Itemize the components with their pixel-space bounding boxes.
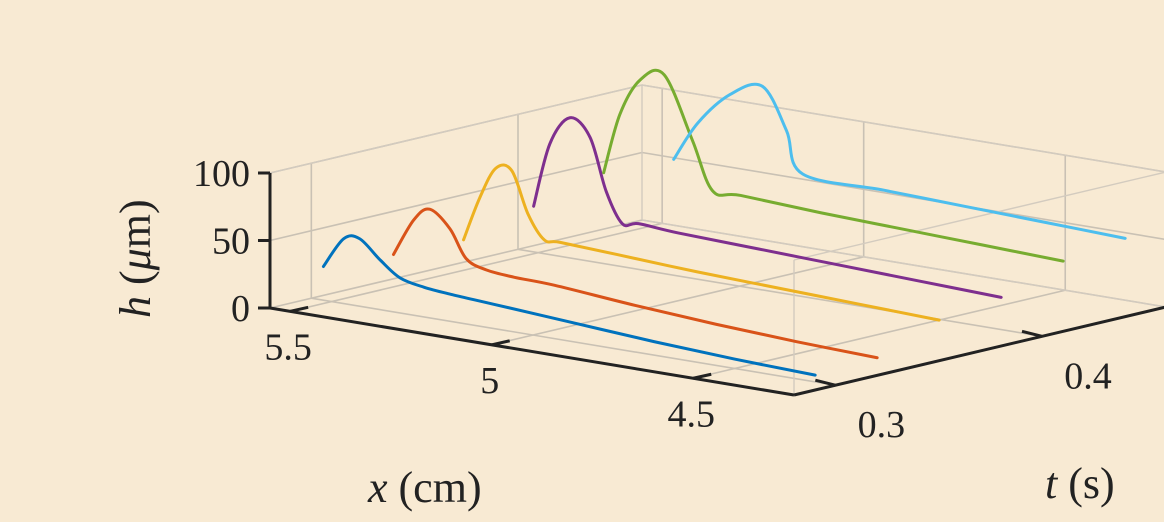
grid-line-x [693, 289, 1066, 380]
x-tick-mark [289, 305, 309, 313]
grid-line-h-side [269, 151, 643, 242]
box-edge [269, 84, 643, 174]
grid-line-x [491, 256, 864, 346]
series-line-2 [391, 207, 879, 360]
t-tick-mark [1021, 329, 1043, 338]
t-axis-line [793, 305, 1164, 397]
t-tick-label: 0.3 [858, 404, 906, 446]
series-line-5 [602, 68, 1065, 263]
box-edge [793, 171, 1164, 261]
grid-line-h-side [269, 219, 643, 309]
x-tick-label: 4.5 [667, 393, 715, 435]
h-axis-var: h [111, 296, 160, 318]
h-tick-label: 100 [193, 153, 250, 195]
h-axis-label: h (μm) [111, 199, 160, 318]
x-tick-label: 5 [480, 360, 499, 402]
x-axis-unit: (cm) [388, 463, 482, 512]
x-tick-mark [692, 372, 712, 380]
grid-line-t [311, 297, 836, 387]
series-line-6 [672, 82, 1127, 240]
t-axis-var: t [1045, 459, 1059, 508]
x-axis-line [269, 306, 795, 397]
x-axis-var: x [367, 463, 388, 512]
x-axis-label: x (cm) [367, 463, 482, 512]
h-tick-label: 50 [212, 221, 250, 263]
tick-layer: 5.5 5 4.5 0.3 0.4 0 50 100 [193, 153, 1112, 446]
h-tick-label: 0 [231, 288, 250, 330]
h-axis-unit-pre: ( [111, 270, 160, 296]
series-line-1 [321, 234, 817, 377]
box-edge [641, 84, 1164, 173]
series-line-4 [532, 116, 1003, 299]
grid-line-h-wall [641, 151, 1164, 240]
x-tick-label: 5.5 [264, 326, 312, 368]
series-layer [321, 68, 1127, 377]
t-tick-mark [814, 378, 836, 387]
series-line-3 [462, 163, 941, 322]
x-tick-mark [491, 339, 511, 347]
t-tick-label: 0.4 [1064, 355, 1112, 397]
h-axis-unit-mu: μ [111, 248, 160, 271]
t-axis-label: t (s) [1045, 459, 1115, 508]
axis-frame [268, 84, 1164, 397]
t-axis-unit: (s) [1057, 459, 1114, 508]
box-edge [641, 219, 1164, 308]
h-axis-unit-post: m) [111, 199, 160, 248]
grid-line-t [517, 248, 1043, 338]
